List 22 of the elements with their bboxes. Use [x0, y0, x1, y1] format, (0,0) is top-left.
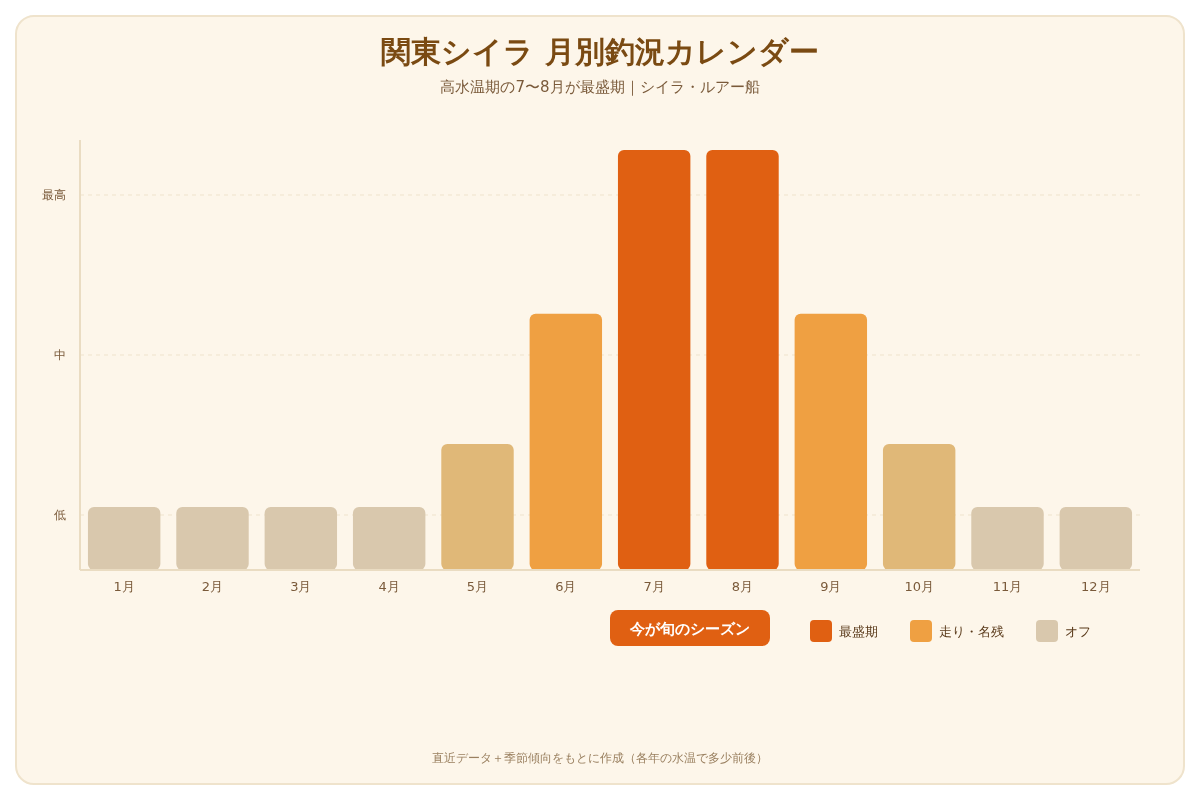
x-tick-label: 10月	[904, 579, 934, 594]
chart-subtitle: 高水温期の7〜8月が最盛期｜シイラ・ルアー船	[440, 78, 760, 96]
x-tick-label: 11月	[992, 579, 1023, 594]
text: 今が旬のシーズン	[629, 620, 750, 638]
x-tick-label: 6月	[555, 579, 577, 594]
x-tick-label: 8月	[731, 579, 754, 594]
chart-title: 関東シイラ 月別釣況カレンダー	[381, 34, 819, 69]
x-tick-label: 9月	[820, 579, 842, 594]
text: 中	[54, 348, 66, 362]
text: 最高	[42, 188, 66, 202]
legend-label: 最盛期	[839, 624, 878, 639]
x-tick-label: 5月	[466, 579, 489, 594]
legend-label: 走り・名残	[939, 624, 1004, 639]
x-tick-label: 2月	[201, 579, 224, 594]
x-tick-label: 3月	[290, 579, 312, 594]
text: 直近データ＋季節傾向をもとに作成（各年の水温で多少前後）	[432, 751, 768, 765]
x-tick-label: 7月	[643, 579, 665, 594]
x-tick-label: 1月	[113, 579, 135, 594]
x-tick-label: 4月	[378, 579, 400, 594]
text: 低	[54, 508, 66, 522]
x-tick-label: 12月	[1081, 579, 1111, 594]
legend-label: オフ	[1065, 624, 1091, 639]
